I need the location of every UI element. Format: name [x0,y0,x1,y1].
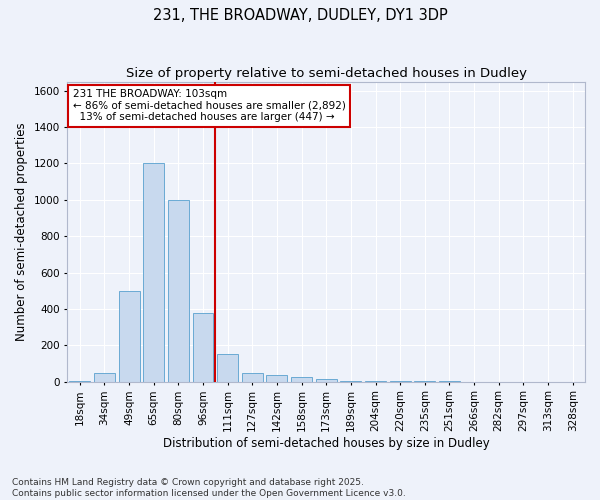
Bar [365,381,386,382]
Bar [193,314,214,382]
Bar [316,379,337,382]
Bar [242,372,263,382]
Bar [266,376,287,382]
Bar [340,381,361,382]
Bar [119,291,140,382]
Text: 231 THE BROADWAY: 103sqm
← 86% of semi-detached houses are smaller (2,892)
  13%: 231 THE BROADWAY: 103sqm ← 86% of semi-d… [73,89,346,122]
Bar [94,372,115,382]
Bar [217,354,238,382]
Text: Contains HM Land Registry data © Crown copyright and database right 2025.
Contai: Contains HM Land Registry data © Crown c… [12,478,406,498]
Text: 231, THE BROADWAY, DUDLEY, DY1 3DP: 231, THE BROADWAY, DUDLEY, DY1 3DP [152,8,448,22]
Y-axis label: Number of semi-detached properties: Number of semi-detached properties [15,122,28,341]
Bar [143,164,164,382]
Bar [291,377,312,382]
Title: Size of property relative to semi-detached houses in Dudley: Size of property relative to semi-detach… [126,68,527,80]
Bar [168,200,189,382]
Bar [69,381,90,382]
X-axis label: Distribution of semi-detached houses by size in Dudley: Distribution of semi-detached houses by … [163,437,490,450]
